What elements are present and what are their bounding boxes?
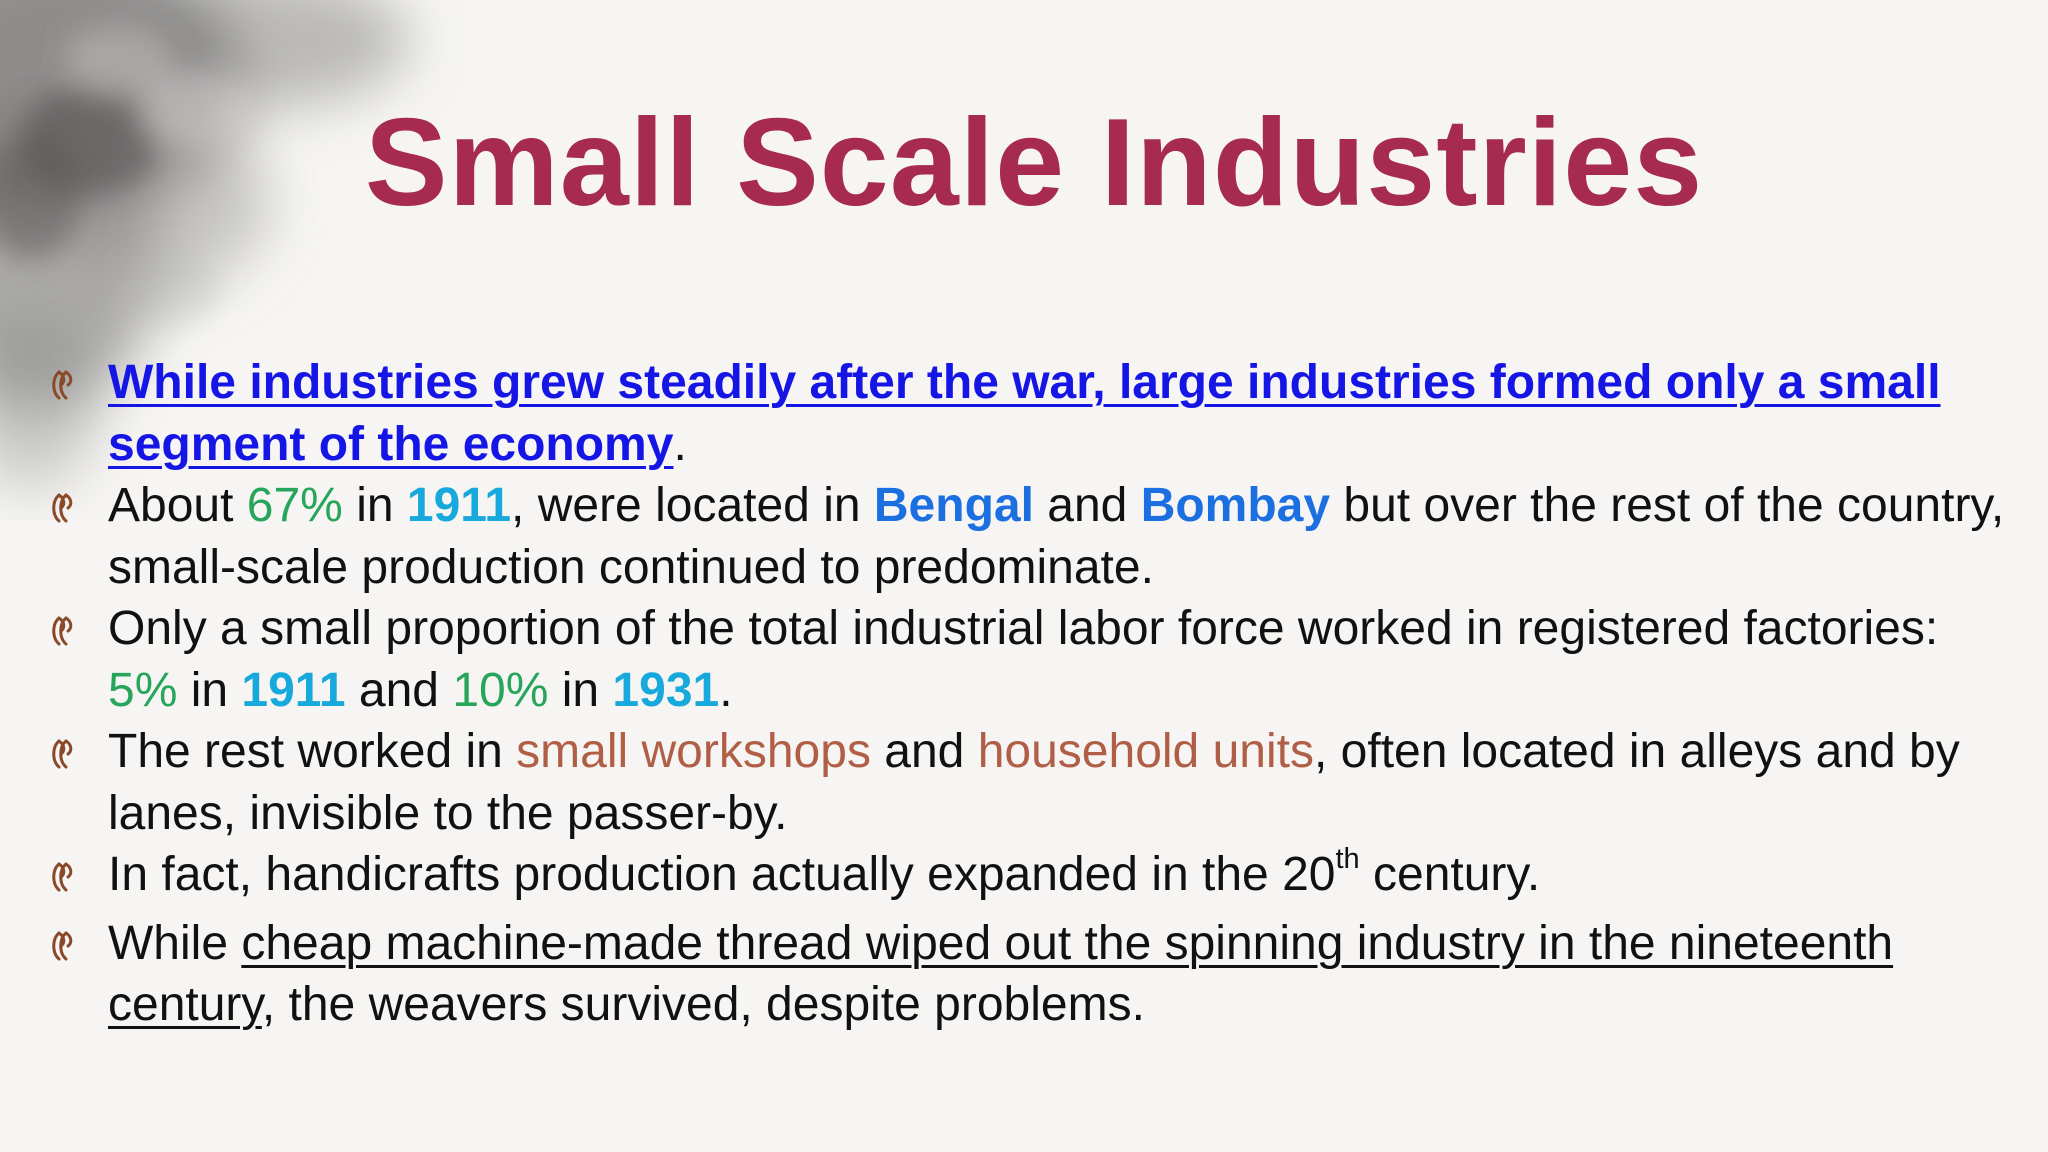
bullet-text: , were located in — [511, 479, 874, 532]
bullet-item: The rest worked in small workshops and h… — [48, 721, 2008, 844]
double-scroll-bullet-icon — [48, 913, 88, 975]
bullet-text: The rest worked in — [108, 725, 517, 778]
bullet-text: While — [108, 916, 242, 970]
percent-highlight: 10% — [452, 663, 549, 717]
percent-highlight: 5% — [108, 663, 178, 717]
bullet-text: . — [719, 663, 733, 717]
bullet-text: and — [345, 663, 453, 717]
underlined-text: cheap machine-made thread wiped out the … — [108, 916, 1894, 1032]
double-scroll-bullet-icon — [48, 598, 88, 660]
bullet-text: Only a small proportion of the total ind… — [108, 602, 1939, 655]
bullet-text: , the weavers survived, despite problems… — [261, 978, 1145, 1031]
bullet-item: Only a small proportion of the total ind… — [48, 598, 2008, 721]
term-highlight: household units — [977, 725, 1314, 778]
bullet-text: but over the rest of the country, small-… — [108, 479, 2005, 594]
year-highlight: 1911 — [406, 479, 512, 532]
bullet-item: About 67% in 1911, were located in Benga… — [48, 475, 2008, 598]
percent-highlight: 67% — [246, 479, 343, 532]
bullet-list: While industries grew steadily after the… — [48, 352, 2008, 1036]
bullet-text: in — [177, 663, 242, 717]
place-highlight: Bombay — [1140, 479, 1331, 532]
bullet-text: In fact, handicrafts production actually… — [108, 848, 1336, 901]
bullet-text: About — [108, 479, 247, 532]
year-highlight: 1911 — [241, 663, 346, 717]
slide-title: Small Scale Industries — [364, 94, 1704, 232]
superscript-th: th — [1335, 843, 1360, 875]
double-scroll-bullet-icon — [48, 844, 88, 906]
double-scroll-bullet-icon — [48, 475, 88, 537]
year-highlight: 1931 — [612, 663, 720, 717]
bullet-text: in — [548, 663, 613, 717]
bullet-text: , often located in alleys and by lanes, … — [108, 725, 1960, 840]
bullet-text: . — [673, 417, 687, 471]
economy-link-text: While industries grew steadily after the… — [108, 356, 1941, 471]
bullet-item: In fact, handicrafts production actually… — [48, 843, 2008, 913]
bullet-text: century. — [1359, 848, 1541, 901]
bullet-item: While industries grew steadily after the… — [48, 352, 2008, 475]
double-scroll-bullet-icon — [48, 721, 88, 783]
place-highlight: Bengal — [873, 479, 1034, 532]
bullet-text: and — [870, 725, 978, 778]
bullet-text: and — [1033, 479, 1141, 532]
bullet-text: in — [342, 479, 407, 532]
term-highlight: small workshops — [516, 725, 871, 778]
bullet-item: While cheap machine-made thread wiped ou… — [48, 913, 2008, 1036]
double-scroll-bullet-icon — [48, 352, 88, 414]
